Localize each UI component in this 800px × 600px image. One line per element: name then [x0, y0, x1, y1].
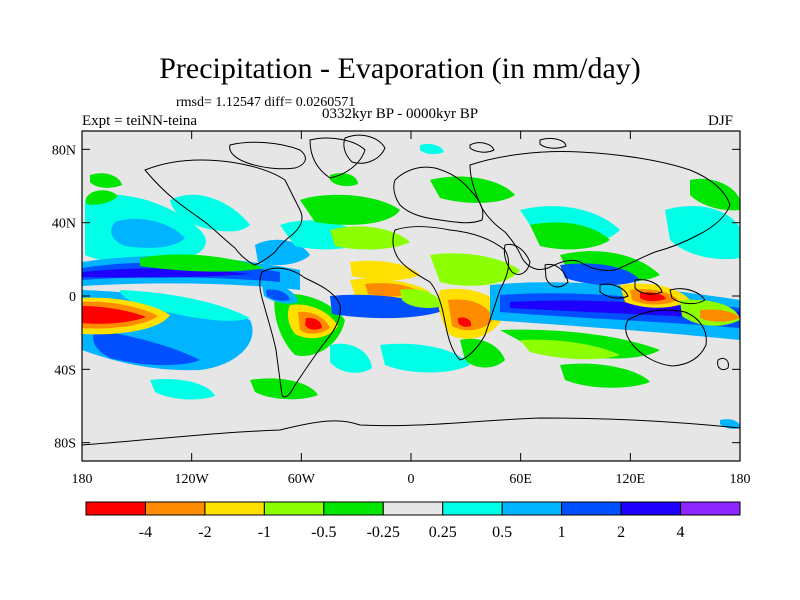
field-region [458, 317, 472, 327]
field-region [690, 178, 740, 211]
field-region [640, 292, 666, 302]
field-region [86, 190, 118, 205]
lon-tick-label: 120E [616, 472, 646, 487]
colorbar: -4 -2 -1 -0.5 -0.25 0.25 0.5 1 2 4 [85, 501, 741, 541]
field-region [560, 363, 650, 388]
field-region [90, 173, 122, 188]
field-region [93, 330, 200, 366]
colorbar-label: -0.5 [311, 524, 336, 541]
coastline [634, 279, 663, 295]
field-region [430, 253, 520, 286]
field-region [111, 218, 185, 248]
lon-tick-label: 180 [72, 472, 93, 487]
colorbar-swatch [442, 501, 503, 516]
lat-tick-label: 80N [52, 143, 76, 158]
field-region [170, 194, 250, 232]
field-region [330, 343, 372, 373]
coastline [717, 357, 729, 371]
colorbar-swatch [263, 501, 325, 516]
coastline [539, 137, 567, 149]
lon-tick-label: 60W [288, 472, 316, 487]
coastline [469, 151, 731, 271]
lat-tick-label: 0 [69, 290, 76, 305]
field-region [82, 306, 146, 324]
experiment-label: Expt = teiNN-teina [82, 113, 198, 129]
field-region [560, 263, 640, 286]
colorbar-label: -4 [139, 524, 152, 541]
lat-tick-label: 40N [52, 217, 76, 232]
lat-ticks: 80N 40N 0 40S 80S [52, 143, 740, 452]
field-region [430, 176, 515, 203]
field-region [420, 143, 444, 155]
lon-tick-label: 0 [408, 472, 415, 487]
plot-title: Precipitation - Evaporation (in mm/day) [159, 52, 641, 85]
field-region [140, 254, 265, 272]
colorbar-swatch [680, 501, 741, 516]
colorbar-swatch [85, 501, 146, 516]
field-region [330, 294, 445, 319]
field-region [350, 260, 420, 281]
field-region [120, 290, 250, 321]
colorbar-label: 2 [617, 524, 625, 541]
lon-ticks: 180 120W 60W 0 60E 120E 180 [72, 131, 751, 487]
colorbar-label: -0.25 [367, 524, 400, 541]
coastline [599, 283, 629, 299]
coastline [229, 141, 306, 170]
colorbar-swatch [382, 501, 444, 516]
period-label: 0332kyr BP - 0000kyr BP [322, 106, 479, 122]
colorbar-label: 4 [677, 524, 685, 541]
colorbar-swatch [323, 501, 384, 516]
field-region [305, 317, 322, 330]
lat-tick-label: 80S [54, 437, 76, 452]
season-label: DJF [708, 113, 734, 129]
coastlines [82, 134, 740, 461]
coastline [669, 288, 706, 305]
field-region [400, 288, 442, 308]
coastline [309, 137, 366, 179]
coastline [259, 267, 341, 398]
lon-tick-label: 60E [509, 472, 532, 487]
coastline [392, 226, 510, 361]
field-region [700, 309, 740, 322]
coastline [469, 142, 495, 153]
colorbar-label: -2 [198, 524, 211, 541]
colorbar-swatch [144, 501, 206, 516]
field-region [250, 378, 318, 400]
colorbar-swatch [620, 501, 682, 516]
field-region [380, 343, 470, 373]
coastline [393, 166, 484, 224]
coastline [503, 243, 531, 275]
colorbar-label: -1 [258, 524, 271, 541]
field-region [530, 222, 610, 250]
lat-tick-label: 40S [54, 363, 76, 378]
field-region [330, 226, 410, 250]
stats-label: rmsd= 1.12547 diff= 0.0260571 [176, 95, 356, 110]
lon-tick-label: 120W [175, 472, 210, 487]
colorbar-swatch [501, 501, 563, 516]
colorbar-swatch [561, 501, 622, 516]
coastline [343, 134, 386, 164]
field-region [266, 289, 290, 301]
coastline [544, 263, 569, 288]
field-region [460, 338, 505, 368]
colorbar-label: 0.5 [492, 524, 512, 541]
coastline [82, 417, 740, 461]
colorbar-label: 0.25 [429, 524, 457, 541]
colorbar-swatch [204, 501, 265, 516]
coastline [625, 309, 707, 367]
field-region [520, 339, 620, 360]
lon-tick-label: 180 [730, 472, 751, 487]
field-region [150, 378, 215, 400]
colorbar-label: 1 [558, 524, 566, 541]
field-region [300, 194, 400, 225]
coastline [144, 159, 303, 266]
